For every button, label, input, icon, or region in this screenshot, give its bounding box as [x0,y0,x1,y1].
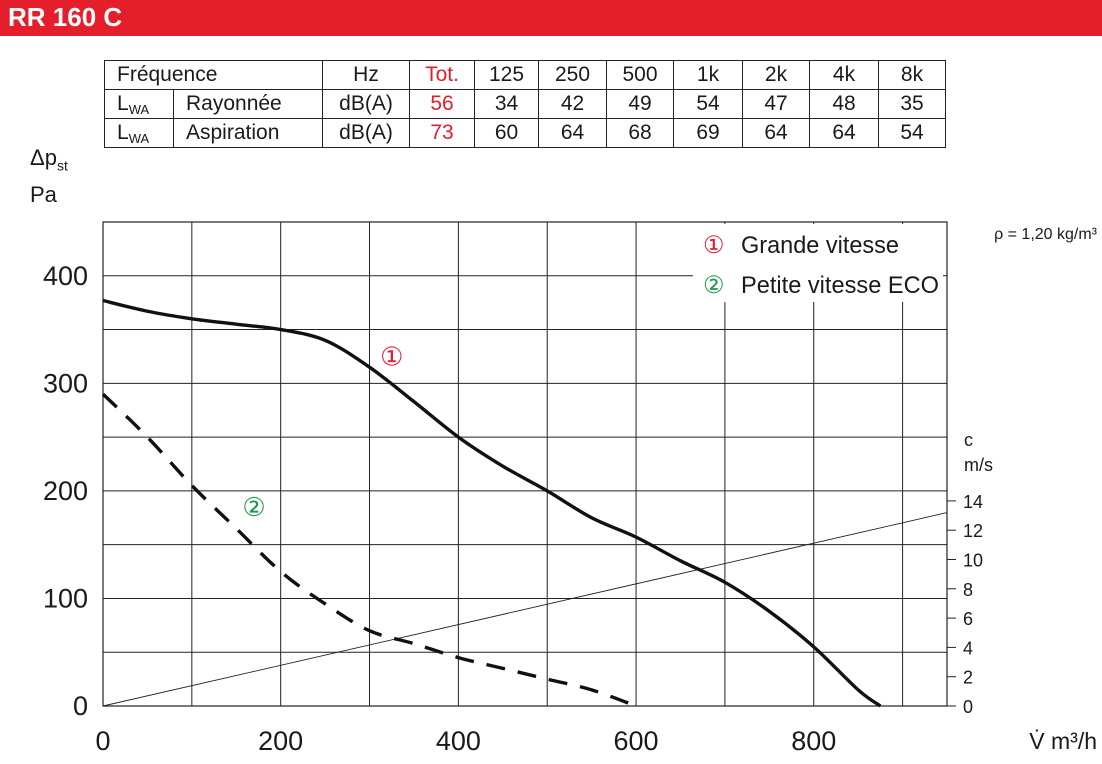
legend-marker: ① [703,232,725,259]
velocity-tick-label: 10 [963,551,983,571]
row-value: 54 [673,89,743,119]
y-tick-label: 100 [43,583,88,613]
header-500: 500 [606,60,674,90]
legend-marker: ② [703,272,725,299]
velocity-tick-label: 2 [963,668,973,688]
row-label: Rayonnée [173,89,323,119]
x-tick-label: 200 [258,726,303,756]
velocity-tick-label: 0 [963,697,973,717]
legend-background [693,224,943,302]
row-tot: 56 [409,89,475,119]
y-tick-label: 400 [43,261,88,291]
row-quantity: LWA [104,89,174,119]
legend-label: Petite vitesse ECO [741,272,939,299]
row-quantity: LWA [104,118,174,148]
legend-label: Grande vitesse [741,232,899,259]
series-line-grande-vitesse [102,298,882,708]
header-tot: Tot. [409,60,475,90]
row-label: Aspiration [173,118,323,148]
y-axis-symbol-main: Δp [30,145,57,170]
series-line-petite-vitesse [101,392,637,708]
lwa-letter: L [117,120,129,144]
x-tick-label: 400 [436,726,481,756]
row-value: 54 [878,118,946,148]
velocity-tick-label: 6 [963,609,973,629]
sound-table-row-aspiration: LWA Aspiration dB(A) 73 60 64 68 69 64 6… [104,118,946,148]
y-axis-unit: Pa [30,182,57,208]
row-tot: 73 [409,118,475,148]
velocity-line [102,512,948,707]
velocity-axis-unit: m/s [964,455,993,475]
series-marker-label: ① [380,341,403,371]
lwa-subscript: WA [128,101,150,117]
velocity-tick-label: 4 [963,638,973,658]
row-value: 42 [538,89,607,119]
y-axis-label: Δpst Pa [30,143,68,210]
y-tick-label: 0 [73,691,88,721]
row-value: 64 [809,118,879,148]
y-axis-symbol-sub: st [56,157,68,174]
header-4k: 4k [809,60,879,90]
x-axis-label: V̇ m³/h [1029,728,1097,754]
row-value: 69 [673,118,743,148]
sound-table-header-row: Fréquence Hz Tot. 125 250 500 1k 2k 4k 8… [104,60,946,90]
page-title: RR 160 C [8,2,123,32]
y-axis-symbol: Δpst [30,143,68,180]
header-8k: 8k [878,60,946,90]
series-marker-label: ② [242,492,265,522]
row-value: 64 [742,118,810,148]
row-unit: dB(A) [322,118,410,148]
sound-table: Fréquence Hz Tot. 125 250 500 1k 2k 4k 8… [104,60,946,148]
x-tick-label: 600 [614,726,659,756]
header-frequence: Fréquence [104,60,323,90]
lwa-subscript: WA [128,130,150,146]
velocity-axis-label: c [964,430,973,450]
y-tick-label: 300 [43,368,88,398]
row-value: 35 [878,89,946,119]
velocity-tick-label: 14 [963,492,983,512]
plot-frame [102,221,948,707]
row-value: 60 [474,118,539,148]
velocity-tick-label: 8 [963,580,973,600]
row-value: 34 [474,89,539,119]
y-tick-label: 200 [43,476,88,506]
header-1k: 1k [673,60,743,90]
x-tick-label: 0 [95,726,110,756]
row-unit: dB(A) [322,89,410,119]
header-2k: 2k [742,60,810,90]
velocity-tick-label: 12 [963,521,983,541]
title-bar: RR 160 C [0,0,1102,36]
x-tick-label: 800 [791,726,836,756]
density-note: ρ = 1,20 kg/m³ [994,226,1098,243]
lwa-letter: L [117,91,129,115]
